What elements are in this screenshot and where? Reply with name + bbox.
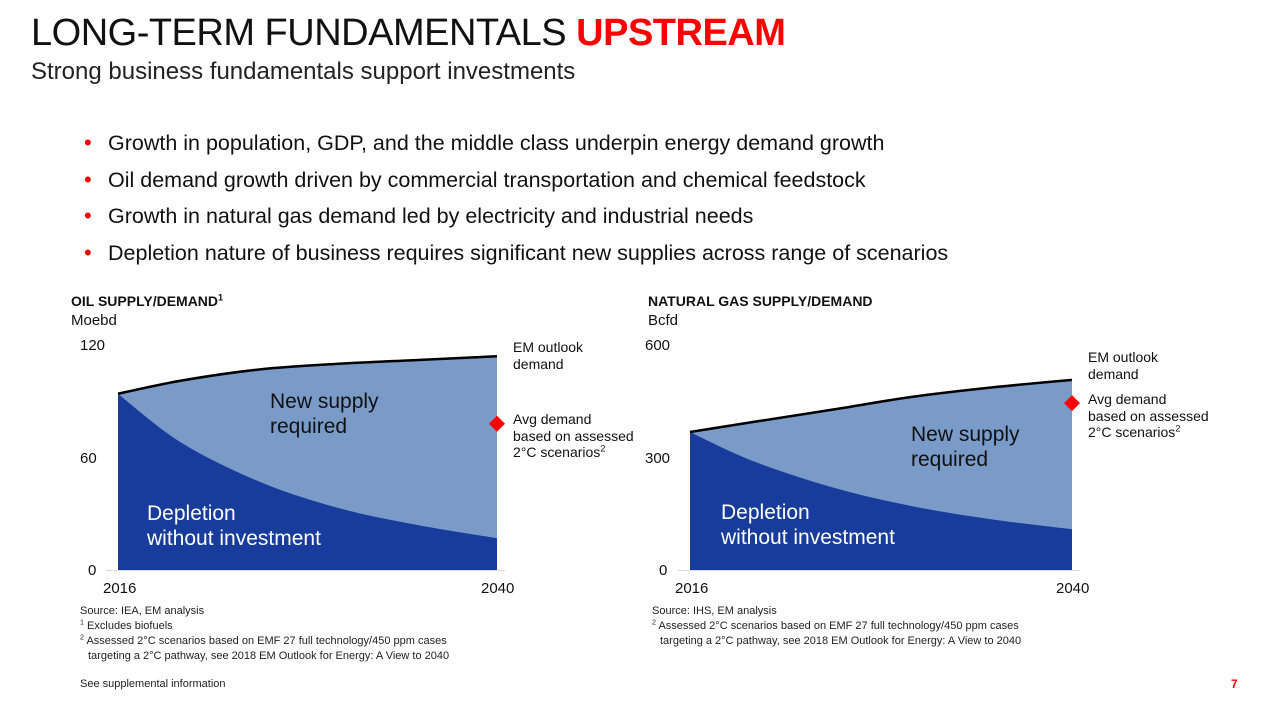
gas-ytick: 600 [645,337,671,354]
footnote-cont: targeting a 2°C pathway, see 2018 EM Out… [88,650,450,662]
footnote: 1 Excludes biofuels [80,618,173,632]
oil-ytick: 120 [80,337,106,354]
footnote: 2 Assessed 2°C scenarios based on EMF 27… [80,633,447,647]
oil-depletion-area [118,393,497,570]
oil-depletion-label: Depletion without investment [147,502,321,550]
oil-y-unit: Moebd [71,312,117,329]
oil-ytick: 0 [88,562,97,579]
bullet-text: Depletion nature of business requires si… [108,240,949,265]
oil-source: Source: IEA, EM analysis [80,605,205,617]
gas-chart-title: NATURAL GAS SUPPLY/DEMAND [648,293,873,309]
gas-ytick: 0 [659,562,668,579]
footnote: 2 Assessed 2°C scenarios based on EMF 27… [652,618,1019,632]
bullet-list: • Growth in population, GDP, and the midd… [80,128,948,274]
bullet-text: Oil demand growth driven by commercial t… [108,167,866,192]
gas-y-unit: Bcfd [648,312,679,329]
bullet-text: Growth in population, GDP, and the middl… [108,131,885,155]
gas-xtick: 2040 [1056,580,1090,597]
oil-avg-demand-marker [489,415,505,432]
oil-chart-title: OIL SUPPLY/DEMAND1 [71,293,223,309]
gas-avg-demand-label: Avg demand based on assessed 2°C scenarios… [1088,391,1209,440]
page-title: LONG-TERM FUNDAMENTALS UPSTREAM [31,12,786,55]
oil-chart [106,355,505,571]
bullet-dot-icon: • [84,239,92,265]
oil-new-supply-area [118,356,497,539]
oil-footnotes: Source: IEA, EM analysis 1 Excludes biof… [80,604,449,664]
gas-footnotes: Source: IHS, EM analysis 2 Assessed 2°C … [652,604,1021,649]
gas-depletion-label: Depletion without investment [721,501,895,549]
gas-demand-line [689,378,1073,434]
gas-new-supply-label: New supply required [911,423,1020,471]
title-main: LONG-TERM FUNDAMENTALS [31,12,567,54]
gas-source: Source: IHS, EM analysis [652,605,777,617]
oil-demand-label: EM outlook demand [513,339,584,372]
oil-xtick: 2016 [103,580,137,597]
bullet-text: Growth in natural gas demand led by elec… [108,204,754,229]
gas-ytick: 300 [645,450,671,467]
bullet-item: • Growth in natural gas demand led by ele… [80,201,948,238]
footnote-cont: targeting a 2°C pathway, see 2018 EM Out… [660,635,1022,647]
bullet-dot-icon: • [84,203,92,229]
oil-demand-line [117,355,498,395]
oil-title-text: OIL SUPPLY/DEMAND [71,293,219,309]
bullet-dot-icon: • [84,166,92,192]
supplemental-info: See supplemental information [80,678,226,690]
bullet-dot-icon: • [84,130,92,155]
oil-avg-demand-label: Avg demand based on assessed 2°C scenarios… [513,411,634,460]
bullet-item: • Depletion nature of business requires s… [80,238,948,275]
oil-ytick: 60 [80,450,97,467]
title-accent: UPSTREAM [576,12,786,54]
bullet-item: • Oil demand growth driven by commercial … [80,165,948,202]
page-subtitle: Strong business fundamentals support inv… [31,58,576,85]
page-number: 7 [1231,677,1238,691]
gas-xtick: 2016 [675,580,709,597]
gas-demand-label: EM outlook demand [1088,349,1159,382]
gas-chart [678,378,1080,571]
gas-depletion-area [690,432,1072,570]
oil-xtick: 2040 [481,580,515,597]
oil-title-sup: 1 [218,292,224,303]
bullet-item: • Growth in population, GDP, and the midd… [80,128,948,165]
gas-avg-demand-marker [1064,395,1080,412]
oil-new-supply-label: New supply required [270,390,379,438]
